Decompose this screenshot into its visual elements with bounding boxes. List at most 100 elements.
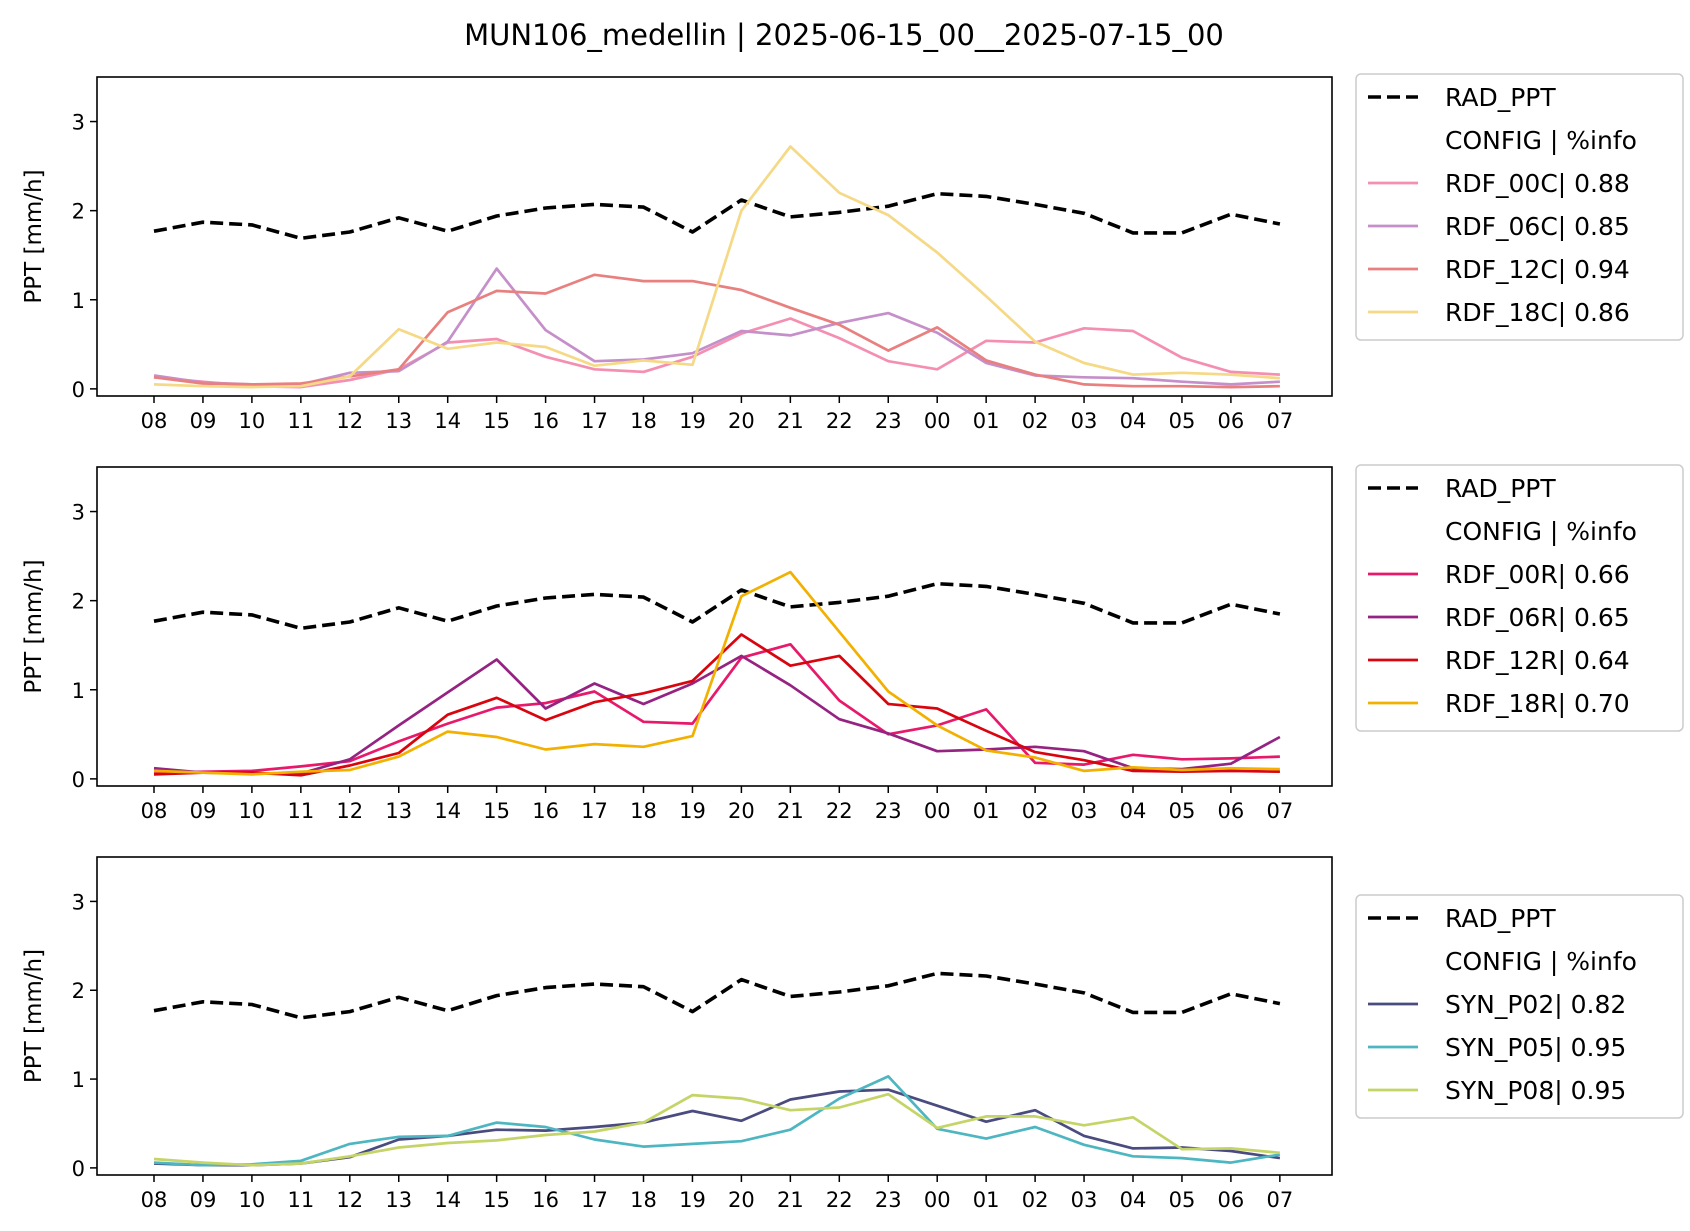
legend-label: RDF_06R| 0.65 bbox=[1445, 603, 1630, 632]
x-tick-label: 09 bbox=[190, 409, 217, 433]
y-tick-label: 0 bbox=[72, 378, 85, 402]
x-tick-label: 18 bbox=[630, 799, 657, 823]
y-axis-label: PPT [mm/h] bbox=[21, 169, 47, 303]
x-tick-label: 19 bbox=[679, 799, 706, 823]
x-tick-label: 16 bbox=[532, 799, 559, 823]
axes-frame bbox=[96, 856, 1333, 1176]
legend-label: RDF_00C| 0.88 bbox=[1445, 169, 1630, 198]
y-tick-label: 3 bbox=[72, 501, 85, 525]
series-line-series-3 bbox=[153, 633, 1280, 777]
x-tick-label: 13 bbox=[385, 409, 412, 433]
legend-header: CONFIG | %info bbox=[1445, 517, 1637, 546]
legend: RAD_PPT CONFIG | %info SYN_P02| 0.82 SYN_P0… bbox=[1355, 894, 1684, 1119]
x-tick-label: 20 bbox=[728, 1188, 755, 1212]
x-tick-label: 15 bbox=[483, 799, 510, 823]
y-tick-label: 1 bbox=[72, 1068, 85, 1092]
x-tick-label: 01 bbox=[973, 409, 1000, 433]
legend-header: CONFIG | %info bbox=[1445, 947, 1637, 976]
legend: RAD_PPT CONFIG | %info RDF_00R| 0.66 RDF_06… bbox=[1355, 464, 1684, 732]
x-tick-label: 00 bbox=[924, 799, 951, 823]
x-tick-label: 21 bbox=[777, 409, 804, 433]
axes-frame bbox=[96, 76, 1333, 397]
x-tick-label: 06 bbox=[1218, 799, 1245, 823]
legend-label: RDF_12R| 0.64 bbox=[1445, 646, 1630, 675]
x-tick-label: 11 bbox=[287, 409, 314, 433]
x-tick-label: 11 bbox=[287, 1188, 314, 1212]
series-line-series-2 bbox=[153, 654, 1281, 775]
x-tick-label: 02 bbox=[1022, 799, 1049, 823]
x-tick-label: 03 bbox=[1071, 1188, 1098, 1212]
x-tick-label: 03 bbox=[1071, 799, 1098, 823]
x-tick-label: 23 bbox=[875, 799, 902, 823]
x-tick-label: 14 bbox=[434, 1188, 461, 1212]
x-tick-label: 21 bbox=[777, 799, 804, 823]
legend-label: RDF_18C| 0.86 bbox=[1445, 298, 1630, 327]
x-tick-label: 08 bbox=[141, 1188, 168, 1212]
chart-title: MUN106_medellin | 2025-06-15_00__2025-07… bbox=[464, 18, 1224, 52]
legend-label: SYN_P02| 0.82 bbox=[1445, 990, 1626, 1019]
x-tick-label: 22 bbox=[826, 409, 853, 433]
x-tick-label: 19 bbox=[679, 1188, 706, 1212]
x-tick-label: 00 bbox=[924, 1188, 951, 1212]
series-line-rad-ppt bbox=[153, 191, 1281, 241]
series-line-series-2 bbox=[153, 1075, 1281, 1167]
x-tick-label: 21 bbox=[777, 1188, 804, 1212]
y-tick-label: 0 bbox=[72, 768, 85, 792]
x-tick-label: 17 bbox=[581, 799, 608, 823]
x-tick-label: 05 bbox=[1169, 409, 1196, 433]
legend-header: CONFIG | %info bbox=[1445, 126, 1637, 155]
x-tick-label: 18 bbox=[630, 409, 657, 433]
legend-label: RDF_18R| 0.70 bbox=[1445, 689, 1630, 718]
x-tick-label: 18 bbox=[630, 1188, 657, 1212]
x-tick-label: 12 bbox=[336, 1188, 363, 1212]
x-tick-label: 02 bbox=[1022, 409, 1049, 433]
x-tick-label: 10 bbox=[239, 409, 266, 433]
x-tick-label: 05 bbox=[1169, 799, 1196, 823]
legend-label: SYN_P08| 0.95 bbox=[1445, 1076, 1626, 1105]
legend-label: RDF_00R| 0.66 bbox=[1445, 560, 1630, 589]
y-tick-label: 2 bbox=[72, 979, 85, 1003]
legend-box bbox=[1355, 73, 1684, 341]
x-tick-label: 01 bbox=[973, 799, 1000, 823]
y-tick-label: 1 bbox=[72, 679, 85, 703]
legend-label: RAD_PPT bbox=[1445, 83, 1556, 112]
x-tick-label: 22 bbox=[826, 799, 853, 823]
x-tick-label: 11 bbox=[287, 799, 314, 823]
y-tick-label: 3 bbox=[72, 111, 85, 135]
x-tick-label: 13 bbox=[385, 1188, 412, 1212]
y-tick-label: 0 bbox=[72, 1157, 85, 1181]
x-tick-label: 16 bbox=[532, 1188, 559, 1212]
x-tick-label: 08 bbox=[141, 409, 168, 433]
x-tick-label: 03 bbox=[1071, 409, 1098, 433]
legend-box bbox=[1355, 894, 1684, 1119]
y-tick-label: 2 bbox=[72, 590, 85, 614]
legend: RAD_PPT CONFIG | %info RDF_00C| 0.88 RDF_06… bbox=[1355, 73, 1684, 341]
x-tick-label: 22 bbox=[826, 1188, 853, 1212]
x-tick-label: 06 bbox=[1218, 1188, 1245, 1212]
y-axis-label: PPT [mm/h] bbox=[21, 559, 47, 693]
x-tick-label: 12 bbox=[336, 799, 363, 823]
legend-label: RDF_06C| 0.85 bbox=[1445, 212, 1630, 241]
legend-label: RDF_12C| 0.94 bbox=[1445, 255, 1630, 284]
x-tick-label: 20 bbox=[728, 409, 755, 433]
x-tick-label: 20 bbox=[728, 799, 755, 823]
x-tick-label: 17 bbox=[581, 1188, 608, 1212]
x-tick-label: 02 bbox=[1022, 1188, 1049, 1212]
x-tick-label: 15 bbox=[483, 409, 510, 433]
legend-label: RAD_PPT bbox=[1445, 904, 1556, 933]
x-tick-label: 07 bbox=[1266, 1188, 1293, 1212]
series-line-series-3 bbox=[153, 1092, 1281, 1167]
x-tick-label: 08 bbox=[141, 799, 168, 823]
y-tick-label: 2 bbox=[72, 200, 85, 224]
series-line-series-1 bbox=[153, 317, 1280, 389]
x-tick-label: 14 bbox=[434, 799, 461, 823]
x-tick-label: 04 bbox=[1120, 409, 1147, 433]
x-tick-label: 10 bbox=[239, 799, 266, 823]
x-tick-label: 09 bbox=[190, 799, 217, 823]
y-axis-label: PPT [mm/h] bbox=[21, 949, 47, 1083]
x-tick-label: 09 bbox=[190, 1188, 217, 1212]
x-tick-label: 23 bbox=[875, 409, 902, 433]
